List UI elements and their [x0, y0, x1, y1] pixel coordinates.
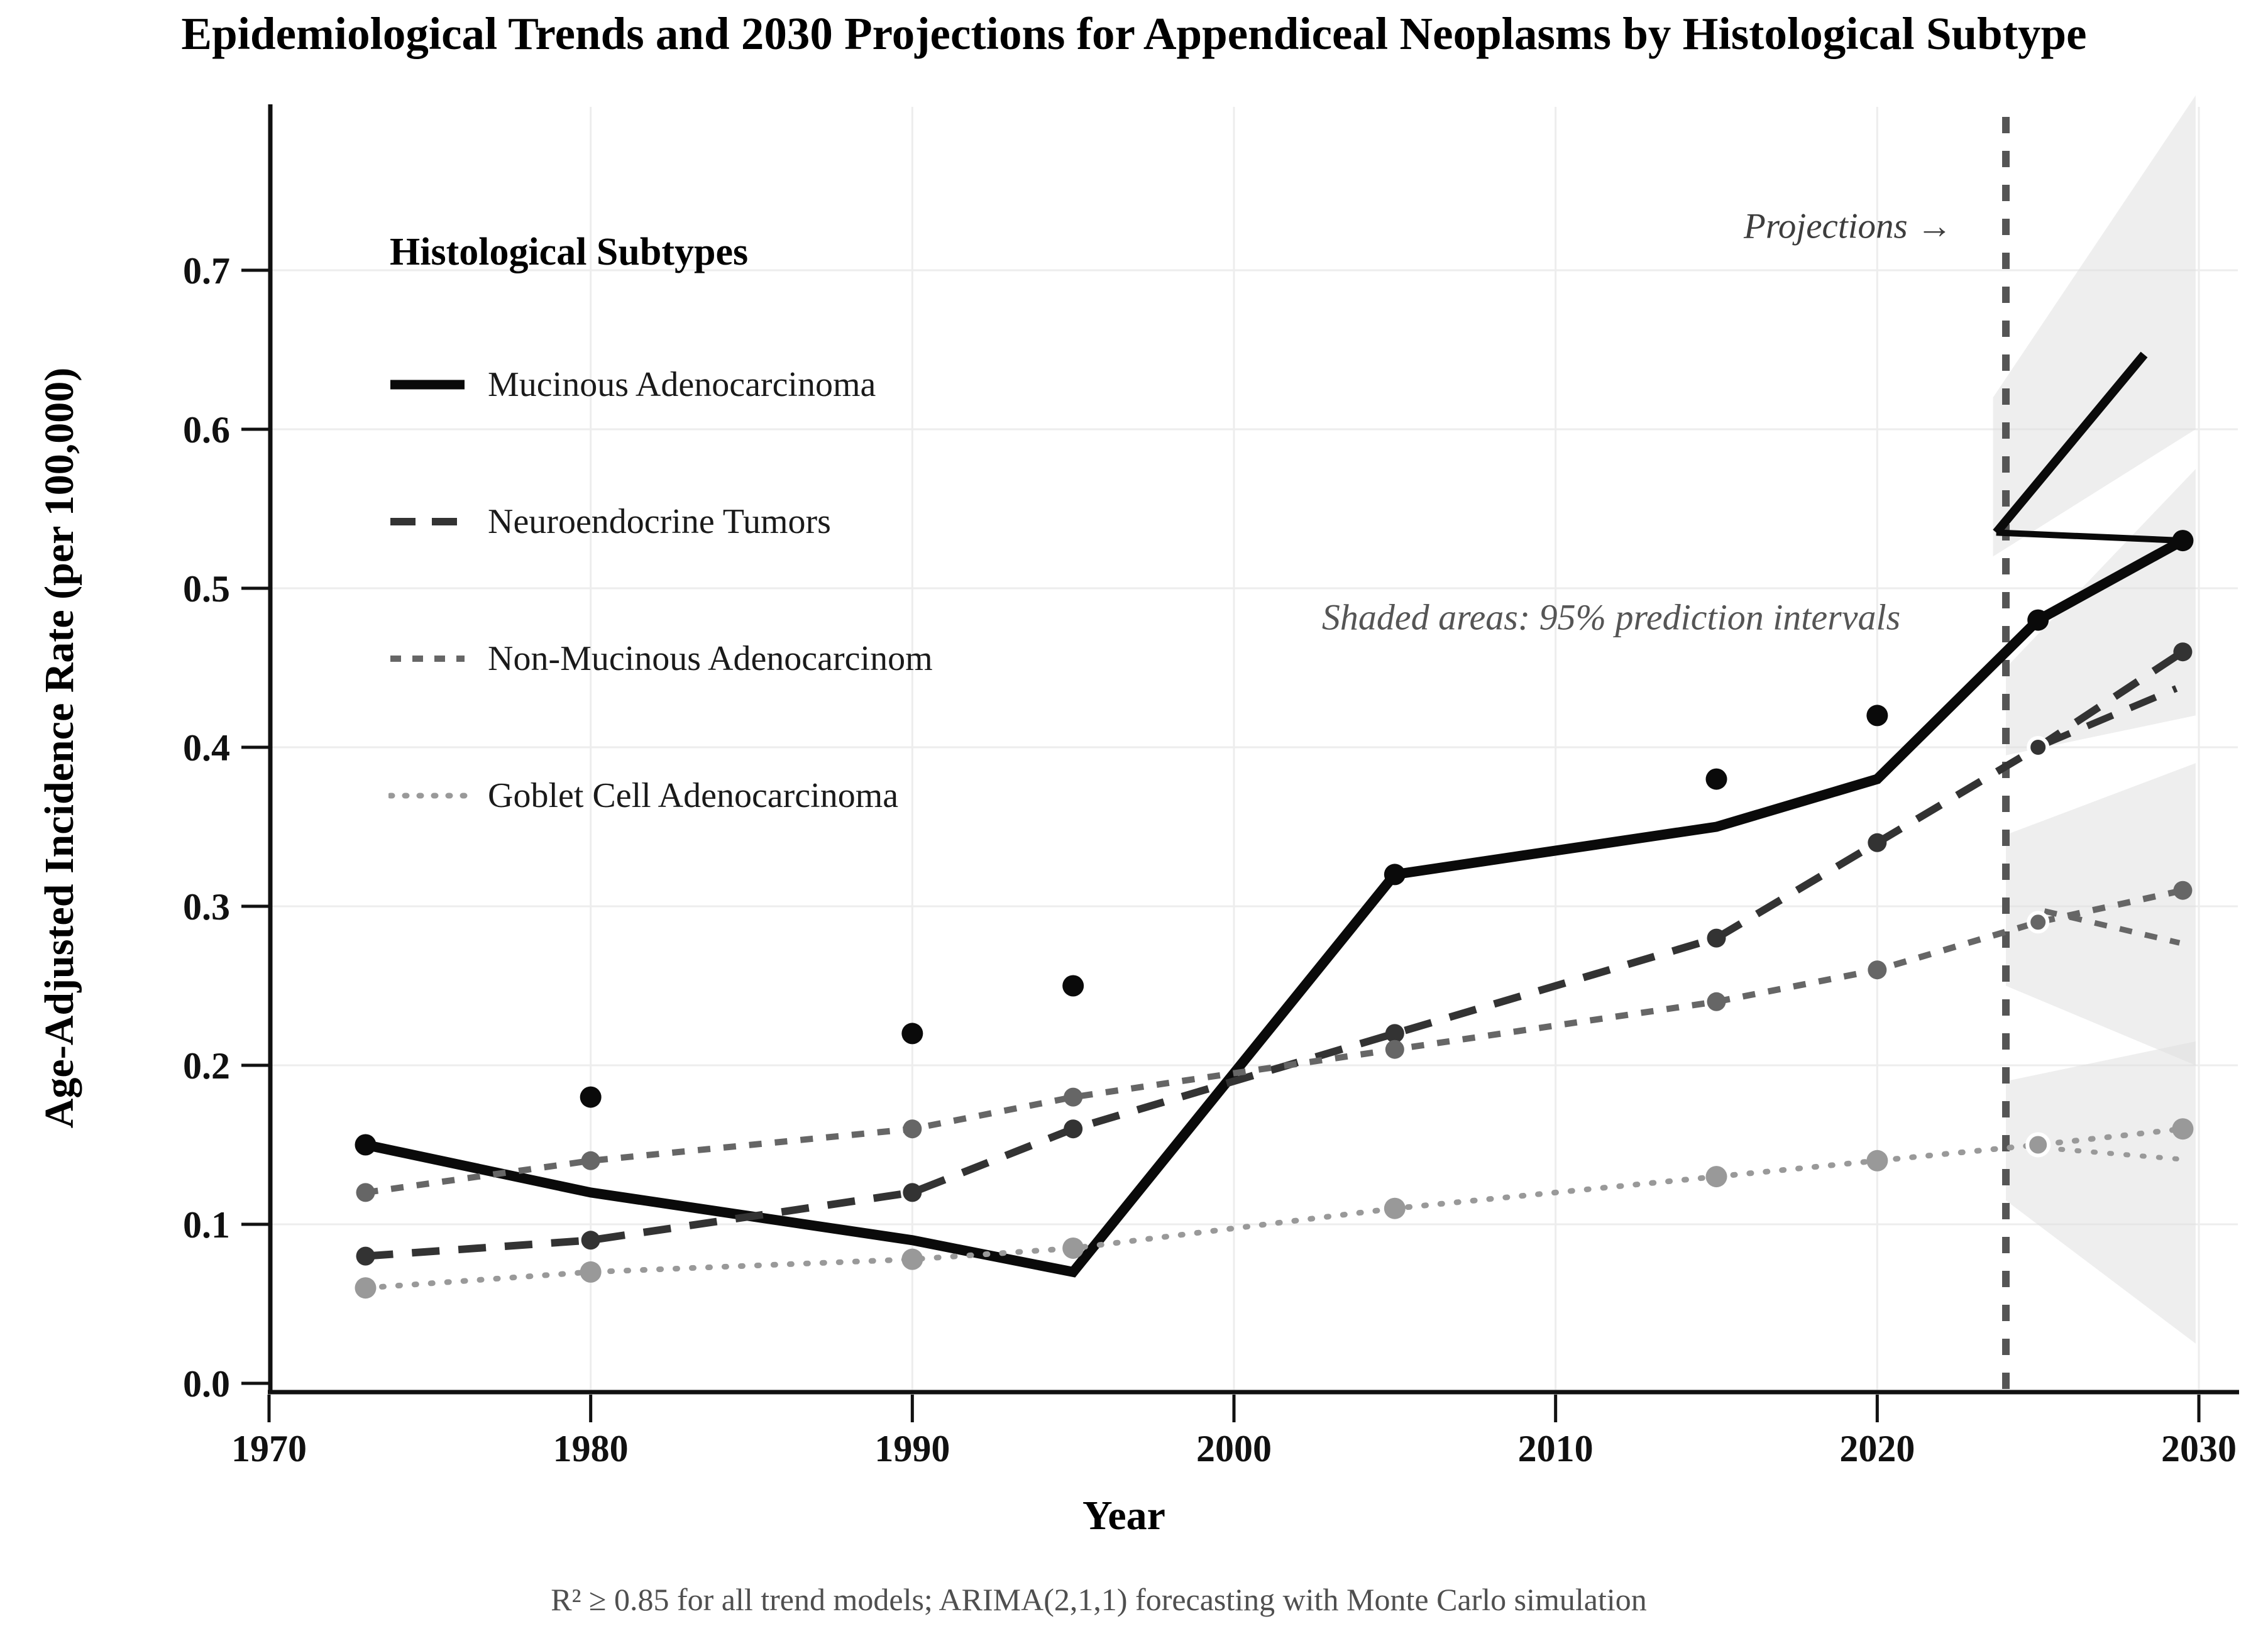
- legend-line-sample: [390, 656, 465, 662]
- data-point: [1707, 992, 1726, 1011]
- data-point: [2172, 1118, 2194, 1140]
- series-line-3: [363, 1126, 2186, 1291]
- legend-title: Histological Subtypes: [390, 231, 749, 273]
- y-tick-label: 0.2: [183, 1045, 230, 1087]
- data-point: [1062, 975, 1084, 997]
- data-point: [580, 1086, 602, 1108]
- legend-line-sample: [390, 380, 465, 390]
- prediction-interval-annotation: Shaded areas: 95% prediction intervals: [1321, 596, 1901, 638]
- data-point: [1868, 960, 1887, 980]
- legend-item-label: Neuroendocrine Tumors: [488, 502, 831, 541]
- series-line-1: [365, 649, 2185, 1260]
- prediction-interval-band-2: [2006, 763, 2196, 1065]
- data-point: [356, 1246, 375, 1266]
- y-tick-label: 0.5: [183, 568, 230, 610]
- projection-branch-3-0: [2042, 1145, 2183, 1162]
- prediction-interval-band-3: [2006, 1041, 2196, 1344]
- y-tick-label: 0.1: [183, 1204, 230, 1246]
- data-point: [581, 1151, 600, 1170]
- legend-item-0: Mucinous Adenocarcinoma: [388, 349, 876, 420]
- data-point: [1705, 768, 1727, 790]
- data-point: [903, 1119, 922, 1139]
- data-point: [901, 1248, 923, 1270]
- data-point: [1866, 705, 1888, 727]
- data-point: [1385, 1040, 1404, 1059]
- x-tick-label: 2020: [1839, 1428, 1915, 1469]
- data-point: [356, 1183, 375, 1202]
- data-point: [2027, 736, 2050, 759]
- y-tick-label: 0.6: [183, 409, 230, 451]
- projection-branch-0-1: [1996, 529, 2183, 544]
- data-point: [1064, 1119, 1083, 1139]
- data-point: [2027, 609, 2049, 631]
- legend: Histological Subtypes Mucinous Adenocarc…: [388, 230, 1005, 815]
- x-tick-label: 1970: [231, 1428, 307, 1469]
- data-point: [1062, 1237, 1084, 1259]
- data-point: [1384, 864, 1406, 886]
- data-point: [901, 1023, 923, 1045]
- x-tick-label: 1990: [874, 1428, 950, 1469]
- data-point: [1384, 1197, 1406, 1219]
- legend-line-sample: [388, 793, 468, 799]
- projection-branch-2-0: [2044, 908, 2181, 946]
- y-tick-label: 0.0: [183, 1363, 230, 1405]
- projections-annotation: Projections →: [1744, 206, 1952, 246]
- legend-item-1: Neuroendocrine Tumors: [388, 486, 831, 557]
- y-tick-label: 0.4: [183, 727, 230, 769]
- data-point: [355, 1134, 377, 1156]
- data-point: [581, 1231, 600, 1250]
- data-point: [2027, 911, 2050, 934]
- legend-item-label: Mucinous Adenocarcinoma: [488, 365, 876, 404]
- data-point: [2173, 642, 2193, 662]
- data-point: [2025, 1132, 2051, 1158]
- data-point: [1064, 1087, 1083, 1107]
- legend-item-label: Non-Mucinous Adenocarcinom: [488, 639, 933, 678]
- data-point: [2172, 530, 2194, 552]
- data-point: [1705, 1166, 1727, 1188]
- y-tick-label: 0.7: [183, 250, 230, 292]
- legend-item-3: Goblet Cell Adenocarcinoma: [388, 760, 898, 831]
- prediction-interval-band-0: [1993, 95, 2196, 557]
- projection-branch-0-0: [1993, 351, 2148, 535]
- x-tick-label: 1980: [553, 1428, 629, 1469]
- data-point: [2173, 881, 2193, 900]
- x-tick-label: 2030: [2161, 1428, 2237, 1469]
- data-point: [1868, 833, 1887, 852]
- legend-item-2: Non-Mucinous Adenocarcinom: [388, 623, 933, 694]
- data-point: [580, 1261, 602, 1283]
- data-point: [1707, 928, 1726, 948]
- data-point: [1866, 1150, 1888, 1172]
- data-point: [903, 1183, 922, 1202]
- data-point: [355, 1277, 377, 1299]
- data-point: [1385, 1024, 1404, 1043]
- footnote: R² ≥ 0.85 for all trend models; ARIMA(2,…: [551, 1582, 1647, 1617]
- legend-line-sample: [390, 518, 465, 525]
- projection-branch-1-0: [2043, 685, 2178, 747]
- x-tick-label: 2000: [1196, 1428, 1272, 1469]
- series-line-2: [365, 887, 2184, 1196]
- legend-item-label: Goblet Cell Adenocarcinoma: [488, 776, 899, 815]
- y-tick-label: 0.3: [183, 886, 230, 928]
- chart-title: Epidemiological Trends and 2030 Projecti…: [181, 8, 2087, 59]
- x-axis-label: Year: [1082, 1493, 1165, 1539]
- x-tick-label: 2010: [1518, 1428, 1594, 1469]
